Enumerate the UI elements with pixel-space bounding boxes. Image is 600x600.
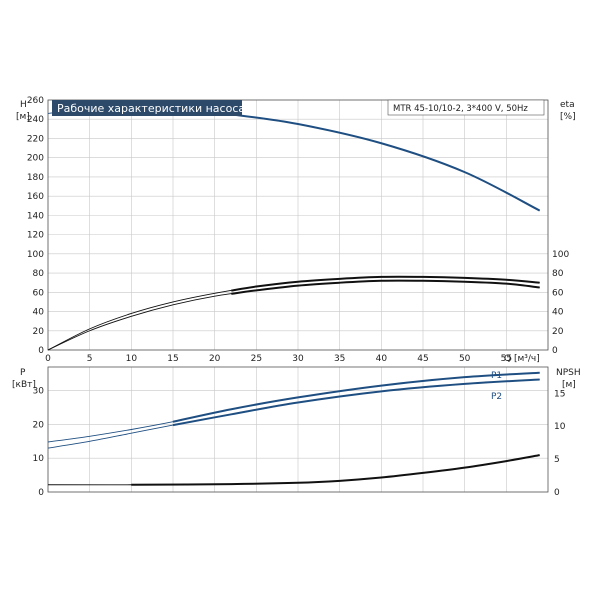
y-right-lower-label-2: [м] (562, 380, 576, 390)
x-tick-label: 30 (292, 354, 304, 364)
y-right-lower-tick-label: 0 (554, 488, 560, 498)
x-axis-label: Q [м³/ч] (504, 354, 540, 364)
y-left-lower-tick-label: 10 (33, 454, 45, 464)
y-left-upper-tick-label: 220 (27, 134, 44, 144)
y-left-lower-tick-label: 0 (38, 488, 44, 498)
upper-plot-frame (47, 99, 549, 351)
y-left-upper-label-2: [м] (16, 112, 30, 122)
y-right-upper-tick-label: 20 (552, 327, 564, 337)
x-tick-label: 10 (126, 354, 138, 364)
series-p1-operating-range (172, 371, 540, 423)
y-left-upper-tick-label: 80 (33, 269, 45, 279)
y-right-upper-tick-label: 100 (552, 250, 569, 260)
x-tick-label: 20 (209, 354, 221, 364)
y-left-lower-tick-label: 20 (33, 420, 45, 430)
y-right-lower-tick-label: 10 (554, 422, 566, 432)
series-npsh-curve (47, 454, 540, 486)
series-eta1-operating-range (231, 275, 540, 292)
series-h-operating-range (172, 107, 541, 212)
y-left-upper-tick-label: 160 (27, 192, 44, 202)
y-left-upper-tick-label: 100 (27, 250, 44, 260)
x-tick-label: 25 (251, 354, 262, 364)
y-right-upper-label-1: eta (560, 100, 575, 110)
y-left-upper-tick-label: 60 (33, 288, 45, 298)
series-eta1-curve (47, 276, 540, 351)
chart-title: Рабочие характеристики насоса (57, 102, 245, 115)
lower-series (47, 371, 540, 486)
y-right-lower-tick-label: 15 (554, 389, 565, 399)
x-tick-label: 0 (45, 354, 51, 364)
x-tick-label: 35 (334, 354, 345, 364)
y-right-upper-tick-label: 80 (552, 269, 564, 279)
y-right-upper-tick-label: 0 (552, 346, 558, 356)
series-label-p1: P1 (491, 371, 502, 381)
tick-labels: 0 5 10 15 20 25 30 35 40 45 50 55020406080100120140… (27, 96, 570, 498)
y-left-lower-tick-label: 30 (33, 387, 45, 397)
title-box (52, 100, 242, 116)
x-tick-label: 45 (417, 354, 428, 364)
y-left-upper-label-1: H (20, 100, 27, 110)
y-left-upper-tick-label: 140 (27, 211, 44, 221)
series-eta2-operating-range (231, 279, 540, 295)
y-left-lower-label-1: P (20, 368, 26, 378)
y-right-upper-label-2: [%] (560, 112, 576, 122)
lower-plot-frame (47, 366, 549, 493)
pump-label: MTR 45-10/10-2, 3*400 V, 50Hz (393, 104, 528, 114)
x-tick-label: 5 (87, 354, 93, 364)
y-right-upper-tick-label: 40 (552, 308, 564, 318)
series-eta2-curve (47, 280, 540, 351)
y-right-lower-label-1: NPSH (556, 368, 581, 378)
y-right-upper-tick-label: 60 (552, 288, 564, 298)
x-tick-label: 50 (459, 354, 471, 364)
y-left-upper-tick-label: 180 (27, 173, 44, 183)
y-left-upper-tick-label: 120 (27, 231, 44, 241)
series-label-p2: P2 (491, 392, 502, 402)
y-left-upper-tick-label: 200 (27, 154, 44, 164)
y-left-upper-tick-label: 240 (27, 115, 44, 125)
y-right-lower-tick-label: 5 (554, 455, 560, 465)
y-left-lower-label-2: [кВт] (12, 380, 36, 390)
series-p2-curve (47, 379, 540, 449)
y-left-upper-tick-label: 20 (33, 327, 45, 337)
pump-label-box (387, 99, 545, 116)
x-tick-label: 40 (376, 354, 388, 364)
series-p2-operating-range (172, 378, 540, 427)
y-left-upper-tick-label: 260 (27, 96, 44, 106)
y-left-upper-tick-label: 0 (38, 346, 44, 356)
series-npsh-operating-range (131, 454, 540, 486)
upper-grid (47, 99, 549, 351)
x-tick-label: 55 (501, 354, 512, 364)
x-tick-label: 15 (167, 354, 178, 364)
upper-series (47, 107, 541, 351)
y-left-upper-tick-label: 40 (33, 308, 45, 318)
lower-grid (47, 367, 548, 493)
